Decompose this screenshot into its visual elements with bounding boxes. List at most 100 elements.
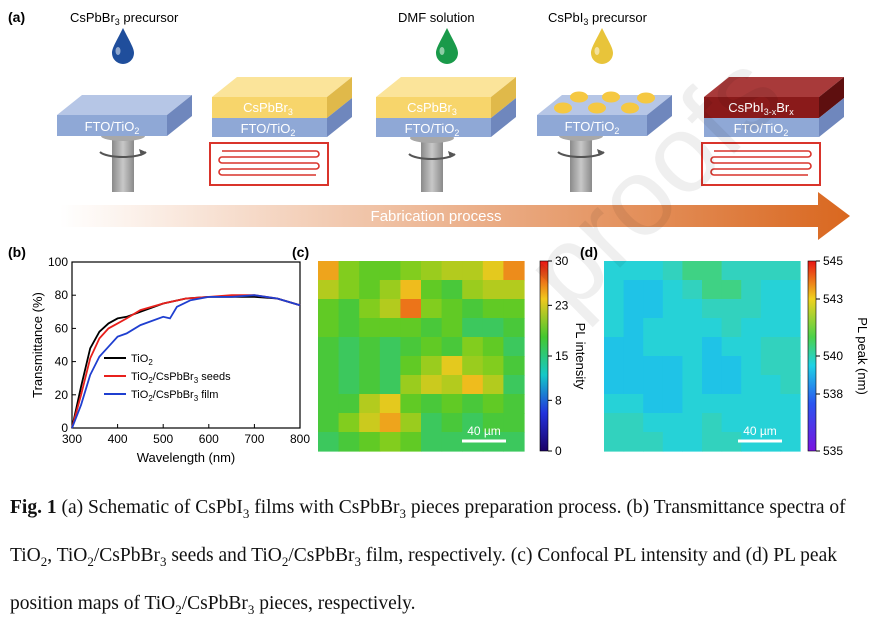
d-heat-cell (702, 337, 723, 357)
d-heat-cell (662, 261, 683, 281)
b-xtick-label: 500 (153, 432, 173, 446)
d-heat-cell (760, 337, 781, 357)
d-heat-cell (643, 394, 664, 414)
d-heat-cell (604, 413, 625, 433)
d-heat-cell (623, 356, 644, 376)
c-heat-cell (503, 337, 525, 357)
droplet-br-icon (112, 28, 134, 64)
b-xtick-label: 600 (199, 432, 219, 446)
d-heat-cell (643, 318, 664, 338)
c-heat-cell (359, 394, 381, 414)
d-heat-cell (623, 261, 644, 281)
b-series-line (71, 294, 301, 429)
c-heat-cell (359, 413, 381, 433)
d-heat-cell (780, 299, 801, 319)
c-heat-cell (400, 337, 422, 357)
c-heat-cell (359, 280, 381, 300)
d-heat-cell (604, 318, 625, 338)
d-heat-cell (623, 432, 644, 452)
c-colorbar-tick-label: 8 (555, 393, 562, 407)
svg-text:CsPbBr3: CsPbBr3 (243, 100, 293, 117)
c-heat-cell (421, 413, 443, 433)
c-colorbar-tick-label: 23 (555, 298, 569, 312)
d-heat-cell (702, 280, 723, 300)
c-heat-cell (482, 280, 504, 300)
b-ytick-label: 0 (61, 421, 68, 435)
panel-a: (a) CsPbBr3 precursor DMF solution CsPbI… (8, 9, 850, 240)
d-heat-cell (662, 356, 683, 376)
caption-subscript: 2 (87, 553, 94, 569)
c-heat-cell (462, 375, 484, 395)
c-heat-cell (318, 394, 340, 414)
d-heat-cell (780, 261, 801, 281)
d-heat-cell (682, 375, 703, 395)
panel-a-label: (a) (8, 9, 25, 25)
c-heat-cell (441, 318, 463, 338)
d-heat-cell (682, 413, 703, 433)
c-heat-cell (421, 299, 443, 319)
heater-plate-1 (209, 142, 329, 186)
d-heat-cell (643, 261, 664, 281)
panel-c-label: (c) (292, 244, 309, 260)
c-heat-cell (441, 356, 463, 376)
d-colorbar-tick-label: 535 (823, 444, 843, 458)
caption-body: (a) Schematic of CsPbI3 films with CsPbB… (10, 497, 846, 617)
d-heat-cell (643, 432, 664, 452)
d-heat-cell (721, 261, 742, 281)
c-heat-cell (338, 299, 360, 319)
d-heat-cell (780, 413, 801, 433)
d-heat-cell (741, 261, 762, 281)
svg-text:FTO/TiO2: FTO/TiO2 (565, 119, 620, 136)
c-heat-cell (359, 375, 381, 395)
precursor-br-label: CsPbBr3 precursor (70, 10, 179, 27)
c-heat-cell (400, 375, 422, 395)
c-heat-cell (441, 375, 463, 395)
d-heat-cell (741, 318, 762, 338)
c-heat-cell (338, 261, 360, 281)
d-heat-cell (643, 375, 664, 395)
b-xtick-label: 800 (290, 432, 310, 446)
c-heat-cell (482, 356, 504, 376)
c-heat-cell (318, 375, 340, 395)
d-heat-cell (682, 280, 703, 300)
c-heat-cell (503, 394, 525, 414)
d-heat-cell (702, 375, 723, 395)
stage-4: FTO/TiO2 (537, 91, 672, 192)
d-heat-cell (721, 337, 742, 357)
d-heat-cell (721, 299, 742, 319)
d-heat-cell (721, 318, 742, 338)
c-heat-cell (338, 413, 360, 433)
c-heat-cell (482, 299, 504, 319)
c-heat-cell (503, 280, 525, 300)
figure-caption: Fig. 1 (a) Schematic of CsPbI3 films wit… (10, 487, 876, 631)
process-arrow-label: Fabrication process (371, 208, 502, 225)
c-heat-cell (338, 337, 360, 357)
d-heat-cell (702, 299, 723, 319)
c-heat-cell (421, 318, 443, 338)
d-heat-cell (623, 337, 644, 357)
d-heat-cell (643, 299, 664, 319)
c-heat-cell (400, 394, 422, 414)
heater-plate-2 (701, 142, 821, 186)
d-heat-cell (721, 432, 742, 452)
d-heat-cell (623, 413, 644, 433)
d-heat-cell (760, 356, 781, 376)
d-heat-cell (682, 261, 703, 281)
c-heat-cell (482, 375, 504, 395)
d-heat-cell (682, 356, 703, 376)
d-heat-cell (741, 356, 762, 376)
c-heat-cell (318, 432, 340, 452)
c-heat-cell (318, 337, 340, 357)
c-colorbar-label: PL intensity (573, 323, 588, 390)
d-heat-cell (760, 299, 781, 319)
d-heat-cell (721, 394, 742, 414)
precursor-i-label: CsPbI3 precursor (548, 10, 648, 27)
svg-text:CsPbBr3: CsPbBr3 (407, 100, 457, 117)
d-heat-cell (721, 280, 742, 300)
d-heat-cell (760, 318, 781, 338)
d-heat-cell (643, 337, 664, 357)
c-colorbar-tick-label: 30 (555, 254, 569, 268)
stage-5: CsPbI3-xBrx FTO/TiO2 (701, 77, 844, 186)
d-heat-cell (604, 337, 625, 357)
b-ytick-label: 100 (48, 255, 68, 269)
